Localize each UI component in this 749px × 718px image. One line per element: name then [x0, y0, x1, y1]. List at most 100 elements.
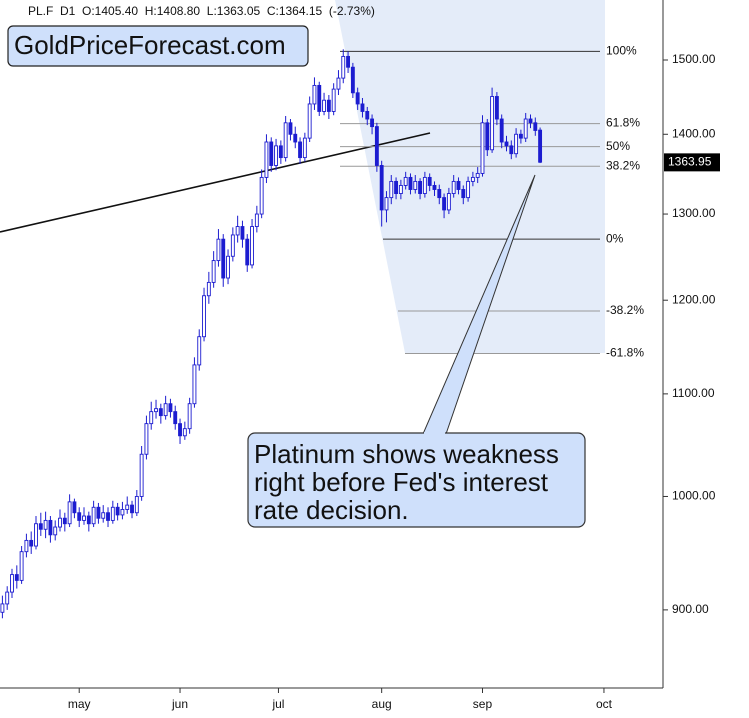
candle-body [62, 517, 67, 525]
candle-body [470, 176, 475, 182]
candle-body [77, 512, 82, 521]
candle-body [48, 519, 53, 536]
candle-body [34, 523, 38, 547]
header: PL.F D1 O:1405.40 H:1408.80 L:1363.05 C:… [28, 4, 375, 18]
candle-body [230, 234, 235, 257]
candle-body [106, 512, 110, 521]
candle-body [72, 501, 77, 514]
candle-body [245, 238, 250, 266]
candle-body [283, 122, 288, 159]
logo: GoldPriceForecast.com [14, 30, 286, 60]
candle-body [413, 180, 418, 190]
candle-body [130, 504, 134, 514]
candle-body [538, 129, 543, 163]
candle-body [101, 512, 106, 519]
candle-body [197, 336, 202, 366]
candle-body [192, 364, 197, 405]
fib-label: -61.8% [606, 346, 644, 360]
candle-body [254, 213, 259, 227]
candle-body [451, 180, 456, 194]
candle-body [331, 88, 336, 112]
candle-body [403, 176, 408, 186]
candle-body [346, 55, 351, 68]
candle-body [269, 141, 274, 166]
candle-body [149, 411, 154, 425]
candle-body [480, 122, 485, 174]
candle-body [0, 603, 5, 613]
candle-body [350, 66, 355, 94]
candle-body [82, 515, 86, 521]
y-tick-label: 1300.00 [672, 206, 716, 220]
candle-body [53, 526, 58, 536]
candle-body [427, 176, 432, 186]
candle-body [288, 122, 293, 135]
candle-body [322, 99, 326, 112]
fib-label: 0% [606, 231, 624, 245]
candle-body [360, 103, 365, 112]
candle-body [523, 118, 528, 139]
y-tick-label: 1400.00 [672, 126, 716, 140]
candle-body [96, 506, 101, 519]
fib-label: 50% [606, 139, 630, 153]
candle-body [14, 574, 19, 581]
logo-box [7, 25, 309, 67]
candle-body [202, 295, 206, 338]
candle-body [317, 84, 322, 112]
y-tick-label: 1200.00 [672, 292, 716, 306]
candle-body [379, 165, 384, 211]
candle-body [307, 103, 312, 139]
candle-body [24, 539, 29, 553]
candle-body [206, 281, 211, 297]
candle-body [490, 96, 495, 151]
annotation: right before Fed's interest [254, 467, 549, 497]
fib-label: -38.2% [606, 303, 644, 317]
candle-body [29, 539, 34, 547]
candle-body [168, 403, 173, 413]
candle-body [91, 506, 96, 525]
last-price-label: 1363.95 [668, 155, 712, 169]
candle-body [326, 99, 331, 112]
candle-body [58, 517, 62, 528]
x-tick-label: may [68, 697, 91, 711]
candle-body [432, 185, 437, 190]
candle-body [144, 423, 149, 455]
candle-body [302, 137, 307, 159]
candle-body [437, 189, 442, 199]
y-tick-label: 1100.00 [672, 386, 715, 400]
candle-body [509, 145, 514, 155]
candle-body [235, 226, 240, 236]
candle-body [398, 185, 403, 194]
candle-body [504, 141, 509, 147]
candle-body [312, 84, 317, 105]
candle-body [250, 226, 254, 266]
candle-body [115, 506, 120, 516]
candle-body [43, 519, 48, 530]
candle-body [264, 141, 269, 178]
candle-body [110, 506, 115, 521]
candle-body [216, 238, 221, 262]
x-tick-label: aug [372, 697, 392, 711]
candle-body [499, 118, 504, 143]
candle-body [5, 591, 10, 605]
candle-body [365, 111, 370, 120]
plot [0, 49, 600, 619]
candle-body [173, 411, 178, 425]
candle-body [158, 408, 163, 417]
candle-body [182, 428, 187, 437]
fib-zone [335, 0, 605, 353]
candle-body [341, 55, 346, 79]
candle-body [38, 523, 43, 530]
candle-body [278, 145, 283, 159]
candle-body [221, 238, 226, 279]
annotation: rate decision. [254, 495, 409, 525]
candle-body [67, 501, 72, 525]
candle-body [154, 408, 158, 413]
y-tick-label: 1500.00 [672, 52, 716, 66]
candle-body [298, 141, 302, 159]
candle-body [293, 133, 298, 143]
fib-label: 38.2% [606, 158, 640, 172]
candle-body [370, 118, 375, 128]
candle-body [163, 403, 168, 417]
fib-label: 61.8% [606, 116, 640, 130]
